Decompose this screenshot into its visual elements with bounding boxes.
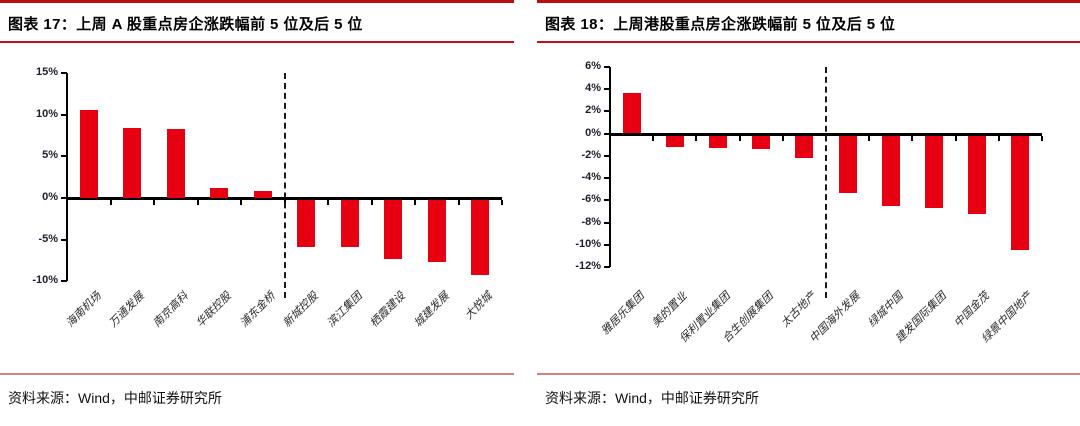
chart-title-hk-share: 图表 18：上周港股重点房企涨跌幅前 5 位及后 5 位 <box>537 0 1080 43</box>
category-label: 华联控股 <box>194 290 234 330</box>
y-axis-tick-label: 10% <box>35 107 58 120</box>
category-label: 雅居乐集团 <box>598 290 647 338</box>
category-label: 浦东金桥 <box>237 290 278 330</box>
y-axis-tick-label: -10% <box>575 238 601 250</box>
y-axis-tick-mark <box>604 65 610 68</box>
category-label: 海南机场 <box>63 290 104 330</box>
bar-华联控股 <box>210 188 229 198</box>
category-label: 太古地产 <box>779 290 820 330</box>
bar-美的置业 <box>665 135 684 147</box>
y-axis-tick-label: 15% <box>35 66 58 79</box>
y-axis-tick-label: -10% <box>32 274 58 287</box>
category-label: 大悦城 <box>463 290 495 322</box>
y-axis-line <box>609 66 611 268</box>
bar-城建发展 <box>427 200 446 263</box>
chart-panel-hk-share: 图表 18：上周港股重点房企涨跌幅前 5 位及后 5 位 资料来源：Wind，中… <box>537 0 1080 426</box>
x-axis-tick-mark <box>695 135 698 141</box>
category-label: 栖霞建设 <box>368 290 408 330</box>
source-note-a-share: 资料来源：Wind，中邮证券研究所 <box>0 373 514 408</box>
x-axis-tick-mark <box>868 135 871 141</box>
category-label: 城建发展 <box>411 290 452 330</box>
category-label: 万通发展 <box>107 290 147 330</box>
bar-大悦城 <box>471 200 490 275</box>
chart-panel-a-share: 图表 17：上周 A 股重点房企涨跌幅前 5 位及后 5 位 资料来源：Wind… <box>0 0 514 426</box>
y-axis-tick-label: -4% <box>581 171 601 184</box>
x-axis-tick-mark <box>327 200 329 205</box>
y-axis-tick-mark <box>604 221 610 224</box>
bar-中国金茂 <box>968 135 987 214</box>
bar-建发国际集团 <box>925 135 943 208</box>
category-label: 滨江集团 <box>324 290 365 330</box>
x-axis-tick-mark <box>911 135 914 141</box>
x-axis-tick-mark <box>501 200 503 205</box>
bar-合生创展集团 <box>752 135 771 149</box>
y-axis-tick-label: 5% <box>42 149 58 162</box>
y-axis-tick-mark <box>604 177 610 180</box>
bar-绿城中国 <box>881 135 900 206</box>
x-axis-tick-mark <box>738 135 741 141</box>
y-axis-line <box>66 73 68 282</box>
x-axis-tick-mark <box>196 200 199 205</box>
x-axis-tick-mark <box>370 200 373 205</box>
y-axis-tick-mark <box>604 110 610 113</box>
y-axis-tick-mark <box>604 132 610 135</box>
x-axis-tick-mark <box>781 135 784 141</box>
x-axis-tick-mark <box>652 135 655 141</box>
bar-滨江集团 <box>340 200 359 248</box>
bar-万通发展 <box>123 128 142 198</box>
y-axis-tick-label: 4% <box>585 81 601 94</box>
x-axis-tick-mark <box>457 200 460 205</box>
x-axis-tick-mark <box>954 135 957 141</box>
gainers-losers-separator <box>283 73 286 298</box>
bar-新城控股 <box>297 200 316 247</box>
bar-栖霞建设 <box>384 200 403 260</box>
bar-雅居乐集团 <box>622 93 641 134</box>
bar-海南机场 <box>79 109 98 198</box>
bar-浦东金桥 <box>253 191 272 198</box>
x-axis-tick-mark <box>109 200 112 205</box>
category-label: 新城控股 <box>281 290 321 330</box>
category-label: 美的置业 <box>649 290 690 330</box>
y-axis-tick-label: 2% <box>585 104 601 117</box>
y-axis-tick-label: 0% <box>42 191 58 203</box>
y-axis-tick-label: -8% <box>581 215 601 228</box>
y-axis-tick-label: -12% <box>575 260 601 273</box>
x-axis-tick-mark <box>240 200 242 205</box>
y-axis-tick-mark <box>61 238 67 241</box>
x-axis-tick-mark <box>153 200 155 205</box>
y-axis-tick-label: -5% <box>38 232 58 245</box>
y-axis-tick-mark <box>61 113 67 116</box>
y-axis-tick-mark <box>604 266 610 269</box>
bar-太古地产 <box>795 135 814 158</box>
chart-title-a-share: 图表 17：上周 A 股重点房企涨跌幅前 5 位及后 5 位 <box>0 0 514 43</box>
y-axis-tick-label: -2% <box>581 148 601 161</box>
category-label: 绿城中国 <box>865 290 906 330</box>
y-axis-tick-label: 6% <box>585 59 601 72</box>
x-axis-tick-mark <box>1041 135 1043 141</box>
y-axis-tick-mark <box>604 199 610 202</box>
x-axis-tick-mark <box>414 200 416 205</box>
category-label: 南京高科 <box>150 290 191 330</box>
x-axis-tick-mark <box>997 135 1000 141</box>
y-axis-tick-mark <box>61 72 67 75</box>
y-axis-tick-mark <box>61 197 67 199</box>
bar-南京高科 <box>166 128 185 198</box>
y-axis-tick-mark <box>604 154 610 157</box>
bar-中国海外发展 <box>838 135 857 194</box>
bar-保利置业集团 <box>709 135 727 148</box>
y-axis-tick-mark <box>61 155 67 158</box>
bar-绿景中国地产 <box>1011 135 1030 251</box>
y-axis-tick-mark <box>604 87 610 90</box>
source-note-hk-share: 资料来源：Wind，中邮证券研究所 <box>537 373 1080 408</box>
gainers-losers-separator <box>825 66 827 298</box>
y-axis-tick-label: 0% <box>585 126 601 139</box>
y-axis-tick-label: -6% <box>581 193 601 206</box>
y-axis-tick-mark <box>61 280 67 283</box>
y-axis-tick-mark <box>604 244 610 246</box>
